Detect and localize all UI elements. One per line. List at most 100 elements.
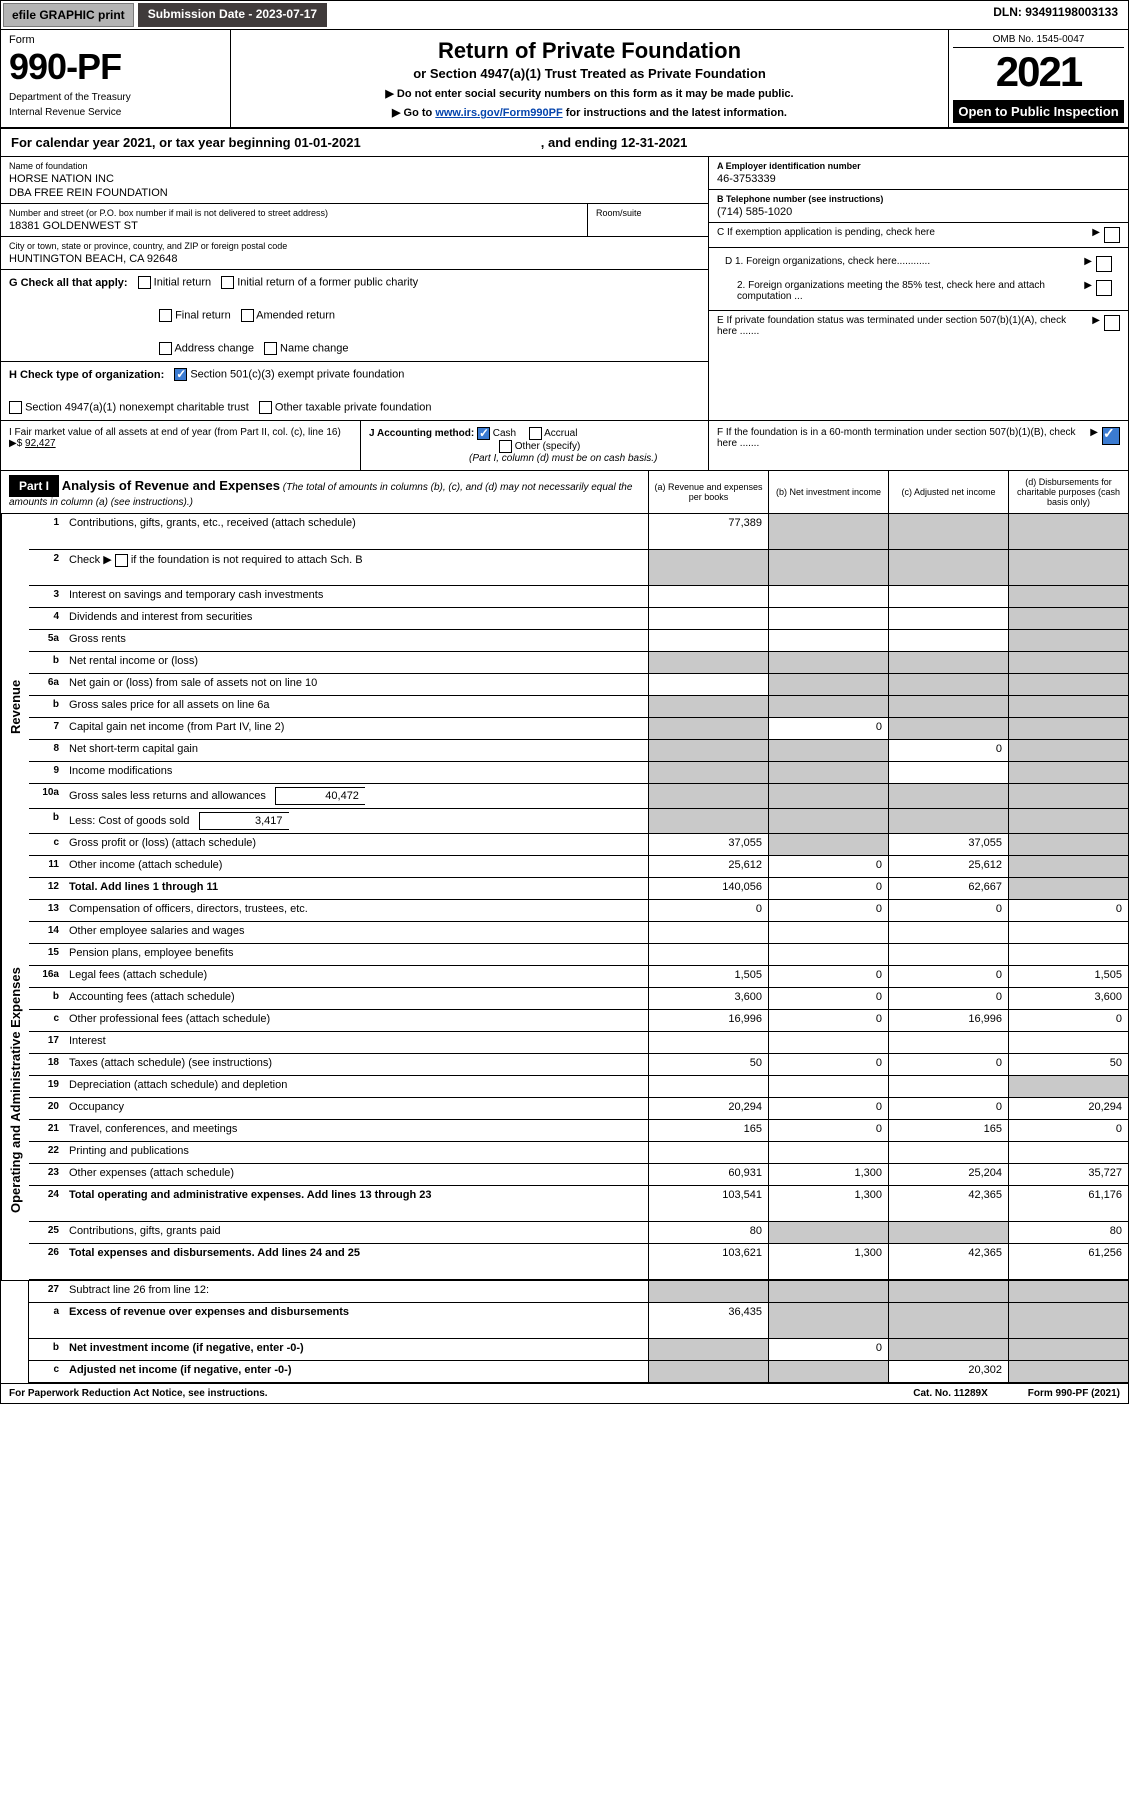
dept-irs: Internal Revenue Service [9, 107, 222, 118]
checkbox-cash[interactable] [477, 427, 490, 440]
r16a-b: 0 [768, 966, 888, 987]
r16a-c: 0 [888, 966, 1008, 987]
j-cash: Cash [493, 428, 516, 439]
r16c-c: 16,996 [888, 1010, 1008, 1031]
checkbox-sch-b[interactable] [115, 554, 128, 567]
checkbox-name-change[interactable] [264, 342, 277, 355]
instructions-link[interactable]: www.irs.gov/Form990PF [435, 107, 562, 119]
row-8: 8 Net short-term capital gain 0 [29, 740, 1128, 762]
i-fmv-cell: I Fair market value of all assets at end… [1, 421, 361, 470]
checkbox-final-return[interactable] [159, 309, 172, 322]
j-acct-cell: J Accounting method: Cash Accrual Other … [361, 421, 708, 470]
g-amended: Amended return [241, 309, 335, 322]
row-16a: 16a Legal fees (attach schedule) 1,505 0… [29, 966, 1128, 988]
info-left: Name of foundation HORSE NATION INC DBA … [1, 157, 708, 420]
arrow-icon: ▶ [1092, 227, 1100, 238]
checkbox-e[interactable] [1104, 315, 1120, 331]
row-17: 17 Interest [29, 1032, 1128, 1054]
calendar-year-row: For calendar year 2021, or tax year begi… [1, 129, 1128, 157]
j-lead: J Accounting method: [369, 428, 474, 439]
city-value: HUNTINGTON BEACH, CA 92648 [9, 253, 700, 265]
checkbox-initial-former[interactable] [221, 276, 234, 289]
r25-d: 80 [1008, 1222, 1128, 1243]
row-24: 24 Total operating and administrative ex… [29, 1186, 1128, 1222]
r27a-a: 36,435 [648, 1303, 768, 1338]
revenue-side-label: Revenue [1, 514, 29, 900]
row-18: 18 Taxes (attach schedule) (see instruct… [29, 1054, 1128, 1076]
r26-b: 1,300 [768, 1244, 888, 1279]
foundation-name-label: Name of foundation [9, 161, 700, 171]
checkbox-accrual[interactable] [529, 427, 542, 440]
footer-left: For Paperwork Reduction Act Notice, see … [9, 1388, 268, 1399]
row-27c: c Adjusted net income (if negative, ente… [29, 1361, 1128, 1383]
d-foreign-cell: D 1. Foreign organizations, check here..… [709, 248, 1128, 311]
r25-a: 80 [648, 1222, 768, 1243]
efile-print-button[interactable]: efile GRAPHIC print [3, 3, 134, 27]
part1-title: Analysis of Revenue and Expenses [62, 478, 280, 493]
foundation-name-cell: Name of foundation HORSE NATION INC DBA … [1, 157, 708, 204]
d2-text: 2. Foreign organizations meeting the 85%… [725, 280, 1080, 302]
row-6b: b Gross sales price for all assets on li… [29, 696, 1128, 718]
checkbox-amended-return[interactable] [241, 309, 254, 322]
h-501c3: Section 501(c)(3) exempt private foundat… [174, 368, 404, 381]
address-cell: Number and street (or P.O. box number if… [1, 204, 588, 236]
checkbox-other-acct[interactable] [499, 440, 512, 453]
r23-a: 60,931 [648, 1164, 768, 1185]
c-exemption-row: C If exemption application is pending, c… [709, 223, 1128, 248]
header-left: Form 990-PF Department of the Treasury I… [1, 30, 231, 127]
r26-d: 61,256 [1008, 1244, 1128, 1279]
r1-a: 77,389 [648, 514, 768, 549]
d2-row: 2. Foreign organizations meeting the 85%… [717, 276, 1120, 306]
address-value: 18381 GOLDENWEST ST [9, 220, 579, 232]
checkbox-d1[interactable] [1096, 256, 1112, 272]
instr-line-2: ▶ Go to www.irs.gov/Form990PF for instru… [392, 106, 787, 119]
checkbox-other-taxable[interactable] [259, 401, 272, 414]
form-header: Form 990-PF Department of the Treasury I… [1, 30, 1128, 129]
phone-label: B Telephone number (see instructions) [717, 194, 1120, 204]
dept-treasury: Department of the Treasury [9, 92, 222, 103]
row-22: 22 Printing and publications [29, 1142, 1128, 1164]
r16b-c: 0 [888, 988, 1008, 1009]
checkbox-4947[interactable] [9, 401, 22, 414]
r11-c: 25,612 [888, 856, 1008, 877]
r24-c: 42,365 [888, 1186, 1008, 1221]
r16c-d: 0 [1008, 1010, 1128, 1031]
row-20: 20 Occupancy 20,294 0 0 20,294 [29, 1098, 1128, 1120]
row-27a: a Excess of revenue over expenses and di… [29, 1303, 1128, 1339]
checkbox-address-change[interactable] [159, 342, 172, 355]
row-16c: c Other professional fees (attach schedu… [29, 1010, 1128, 1032]
city-label: City or town, state or province, country… [9, 241, 700, 251]
line27-rows: 27 Subtract line 26 from line 12: a Exce… [29, 1281, 1128, 1383]
f-text: F If the foundation is in a 60-month ter… [717, 427, 1086, 449]
room-cell: Room/suite [588, 204, 708, 236]
c-text: C If exemption application is pending, c… [717, 227, 1088, 238]
arrow-icon: ▶ [1092, 315, 1100, 326]
r12-c: 62,667 [888, 878, 1008, 899]
checkbox-501c3[interactable] [174, 368, 187, 381]
city-cell: City or town, state or province, country… [1, 237, 708, 270]
row-5a: 5a Gross rents [29, 630, 1128, 652]
r18-d: 50 [1008, 1054, 1128, 1075]
ein-value: 46-3753339 [717, 173, 1120, 185]
checkbox-d2[interactable] [1096, 280, 1112, 296]
r10b-inline: 3,417 [199, 812, 289, 830]
ein-cell: A Employer identification number 46-3753… [709, 157, 1128, 190]
r23-b: 1,300 [768, 1164, 888, 1185]
expenses-rows: 13 Compensation of officers, directors, … [29, 900, 1128, 1280]
checkbox-f-termination[interactable] [1102, 427, 1120, 445]
r11-b: 0 [768, 856, 888, 877]
r26-c: 42,365 [888, 1244, 1008, 1279]
checkbox-initial-return[interactable] [138, 276, 151, 289]
checkbox-c-exemption[interactable] [1104, 227, 1120, 243]
ijf-row: I Fair market value of all assets at end… [1, 421, 1128, 471]
row-21: 21 Travel, conferences, and meetings 165… [29, 1120, 1128, 1142]
h-lead: H Check type of organization: [9, 369, 164, 381]
instr2-pre: ▶ Go to [392, 107, 435, 119]
r26-a: 103,621 [648, 1244, 768, 1279]
footer-form: Form 990-PF (2021) [1028, 1388, 1120, 1399]
cal-year-begin: For calendar year 2021, or tax year begi… [11, 135, 361, 150]
f-termination-row: F If the foundation is in a 60-month ter… [708, 421, 1128, 470]
line27-spacer [1, 1281, 29, 1383]
r20-a: 20,294 [648, 1098, 768, 1119]
r21-b: 0 [768, 1120, 888, 1141]
